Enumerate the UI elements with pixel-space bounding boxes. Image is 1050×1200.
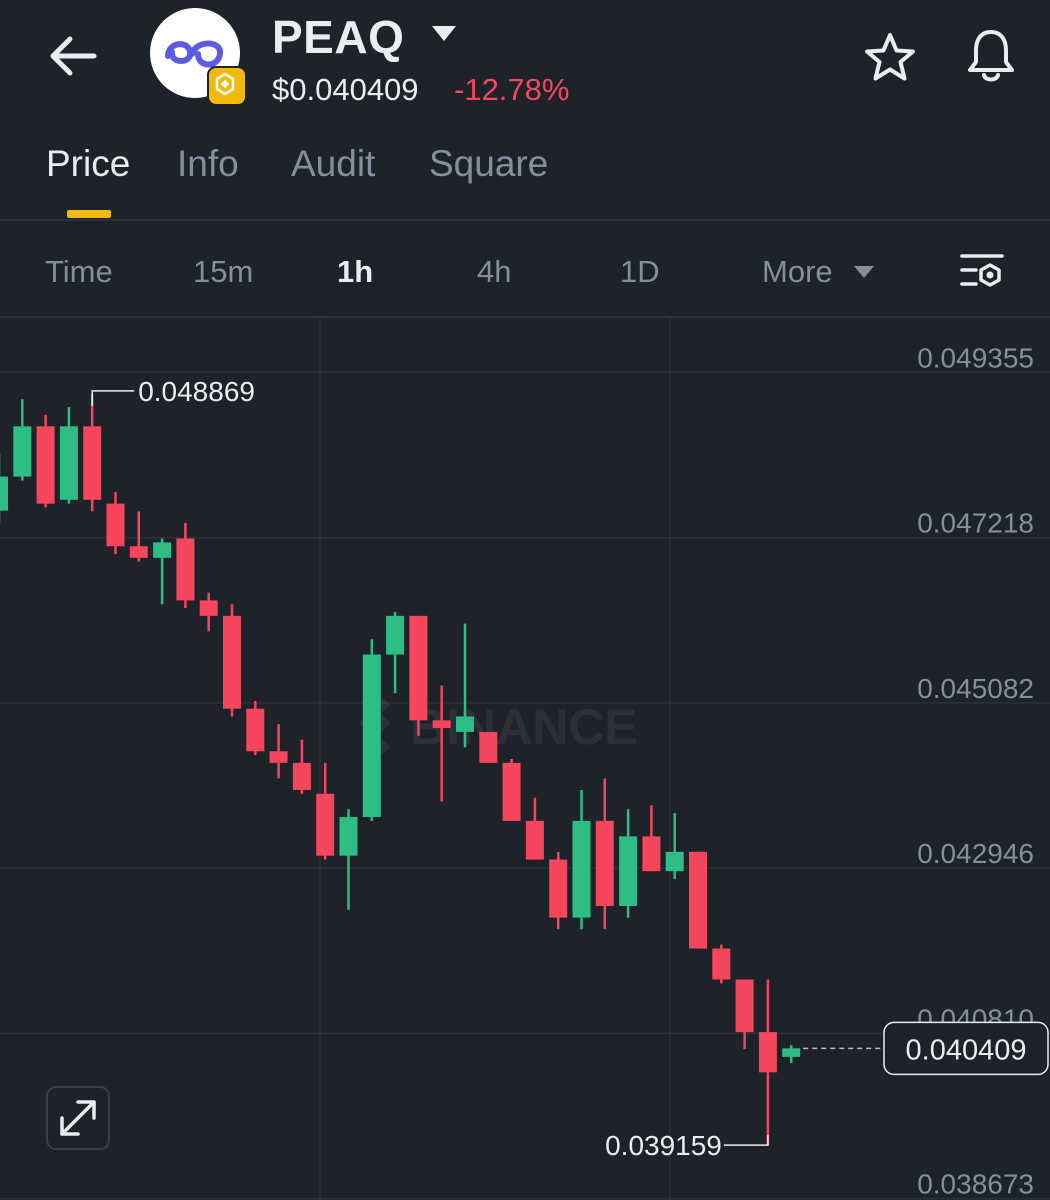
candlestick-chart[interactable]: BINANCE 0.049355 0.047218 0.045082 0.042946… [0,318,1050,1200]
candle[interactable] [36,414,55,508]
coin-name[interactable]: PEAQ [272,11,405,63]
candle[interactable] [689,851,707,949]
y-tick-label: 0.049355 [917,342,1034,373]
peaq-logo-icon [150,8,247,106]
low-marker-line [723,1135,769,1146]
candle[interactable] [619,809,638,918]
y-tick-label: 0.047218 [917,508,1034,539]
tab-square[interactable]: Square [429,143,549,184]
binance-watermark: BINANCE [359,697,638,755]
candle[interactable] [386,612,405,694]
candle[interactable] [129,511,148,562]
tab-price[interactable]: Price [46,143,131,184]
price-change: -12.78% [454,72,570,107]
candle[interactable] [665,813,684,879]
tab-info[interactable]: Info [177,143,239,184]
candle[interactable] [362,639,381,821]
interval-4h[interactable]: 4h [477,254,512,289]
expand-chart-button[interactable] [46,1086,110,1150]
candle[interactable] [409,615,428,736]
active-tab-indicator [67,210,111,218]
bnb-badge-icon [207,66,247,106]
y-tick-label: 0.042946 [917,838,1034,869]
candle[interactable] [153,538,172,605]
chart-settings-icon[interactable] [958,250,1006,292]
tab-bar: Price Info Audit Square [0,125,1050,221]
bell-icon[interactable] [962,26,1020,86]
candle[interactable] [316,762,335,860]
candle[interactable] [176,523,195,609]
caret-down-icon[interactable] [852,264,876,280]
candle[interactable] [13,399,32,481]
tab-audit[interactable]: Audit [291,143,376,184]
candle[interactable] [782,1045,801,1064]
star-icon[interactable] [862,30,918,86]
current-price-label: 0.040409 [906,1034,1027,1066]
candle[interactable] [735,979,754,1050]
candle[interactable] [642,805,661,872]
candle[interactable] [269,724,288,779]
high-price-label: 0.048869 [138,376,255,407]
candle[interactable] [758,979,777,1146]
current-price: $0.040409 [272,72,419,107]
interval-15m[interactable]: 15m [193,254,254,289]
y-tick-label: 0.038673 [917,1169,1034,1200]
low-price-label: 0.039159 [605,1130,722,1161]
candle[interactable] [595,778,614,930]
candle[interactable] [456,623,474,748]
candle[interactable] [0,453,8,524]
interval-time[interactable]: Time [45,254,113,289]
y-tick-label: 0.045082 [917,673,1034,704]
candle[interactable] [83,393,102,512]
interval-bar: Time 15m 1h 4h 1D More [0,222,1050,318]
caret-down-icon[interactable] [430,24,458,44]
high-marker-line [91,390,135,406]
interval-1d[interactable]: 1D [620,254,660,289]
interval-more[interactable]: More [762,254,833,289]
candle[interactable] [106,492,125,554]
candle[interactable] [549,851,568,930]
candle[interactable] [223,604,241,717]
candle[interactable] [712,944,731,984]
current-price-box [883,1021,1049,1076]
candle[interactable] [246,700,265,756]
candle[interactable] [59,406,78,504]
candle[interactable] [572,789,591,930]
header: PEAQ $0.040409 -12.78% [0,0,1050,125]
interval-1h[interactable]: 1h [337,254,374,289]
candle[interactable] [292,739,311,794]
candle[interactable] [479,731,498,763]
candle[interactable] [525,797,544,860]
expand-icon [60,1100,96,1136]
candle[interactable] [339,809,358,910]
candle[interactable] [502,759,521,821]
back-arrow-icon[interactable] [46,30,102,82]
candle[interactable] [432,685,451,802]
candle[interactable] [199,592,218,632]
